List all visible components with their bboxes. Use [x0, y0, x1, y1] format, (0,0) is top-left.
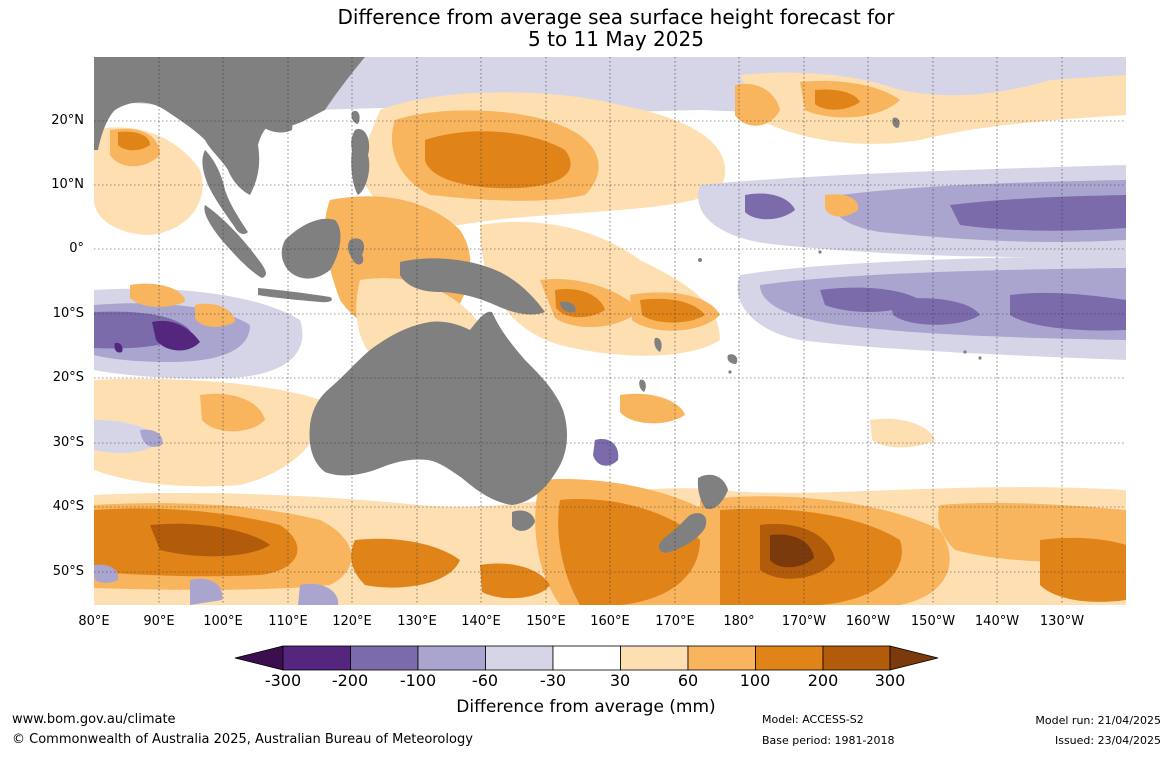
- lon-label: 110°E: [268, 614, 308, 629]
- lon-label: 180°: [723, 614, 755, 629]
- colorbar-tick: -60: [471, 671, 499, 690]
- lon-label: 120°E: [332, 614, 372, 629]
- lon-label: 150°W: [910, 614, 956, 629]
- lat-label: 20°N: [51, 113, 84, 128]
- gridlines: [94, 57, 1126, 605]
- colorbar-tick: 30: [609, 671, 631, 690]
- colorbar-tick: 60: [677, 671, 699, 690]
- lon-label: 130°W: [1039, 614, 1085, 629]
- colorbar-segment: [350, 645, 419, 671]
- colorbar-tick: -30: [539, 671, 567, 690]
- colorbar-tick: 100: [739, 671, 771, 690]
- model-run-date: Model run: 21/04/2025: [1035, 714, 1161, 727]
- lat-label: 30°S: [52, 435, 84, 450]
- colorbar-segment: [417, 645, 486, 671]
- lon-label: 160°E: [590, 614, 630, 629]
- colorbar-segment: [552, 645, 621, 671]
- colorbar-tick: 300: [874, 671, 906, 690]
- anomaly-field: [94, 57, 1126, 605]
- colorbar-segment: [282, 645, 351, 671]
- colorbar-tick: -100: [399, 671, 437, 690]
- colorbar-segment: [755, 645, 824, 671]
- base-period: Base period: 1981-2018: [762, 734, 895, 747]
- copyright-text: © Commonwealth of Australia 2025, Austra…: [12, 732, 473, 747]
- model-name: Model: ACCESS-S2: [762, 713, 864, 726]
- lat-label: 10°N: [51, 177, 84, 192]
- colorbar-segment: [620, 645, 689, 671]
- lon-label: 90°E: [143, 614, 175, 629]
- website-link[interactable]: www.bom.gov.au/climate: [12, 712, 176, 727]
- lon-label: 140°E: [461, 614, 501, 629]
- colorbar-tick: -200: [331, 671, 369, 690]
- colorbar-segment: [822, 645, 891, 671]
- issued-date: Issued: 23/04/2025: [1054, 734, 1161, 747]
- lon-label: 170°E: [655, 614, 695, 629]
- colorbar: [234, 645, 939, 671]
- lat-label: 50°S: [52, 564, 84, 579]
- lat-label: 0°: [69, 241, 84, 256]
- lon-label: 80°E: [78, 614, 110, 629]
- land: [94, 57, 982, 553]
- map-subtitle: 5 to 11 May 2025: [528, 27, 704, 51]
- lon-label: 100°E: [203, 614, 243, 629]
- lat-label: 20°S: [52, 370, 84, 385]
- colorbar-tick: -300: [264, 671, 302, 690]
- lon-label: 140°W: [974, 614, 1020, 629]
- colorbar-segment: [687, 645, 756, 671]
- lat-label: 40°S: [52, 499, 84, 514]
- colorbar-segment: [234, 645, 284, 671]
- colorbar-segment: [889, 645, 939, 671]
- map-title: Difference from average sea surface heig…: [337, 5, 895, 29]
- lon-label: 160°W: [845, 614, 891, 629]
- lat-label: 10°S: [52, 306, 84, 321]
- lon-label: 150°E: [526, 614, 566, 629]
- colorbar-tick: 200: [807, 671, 839, 690]
- lon-label: 130°E: [397, 614, 437, 629]
- lon-label: 170°W: [781, 614, 827, 629]
- colorbar-segment: [485, 645, 554, 671]
- colorbar-title: Difference from average (mm): [456, 697, 716, 717]
